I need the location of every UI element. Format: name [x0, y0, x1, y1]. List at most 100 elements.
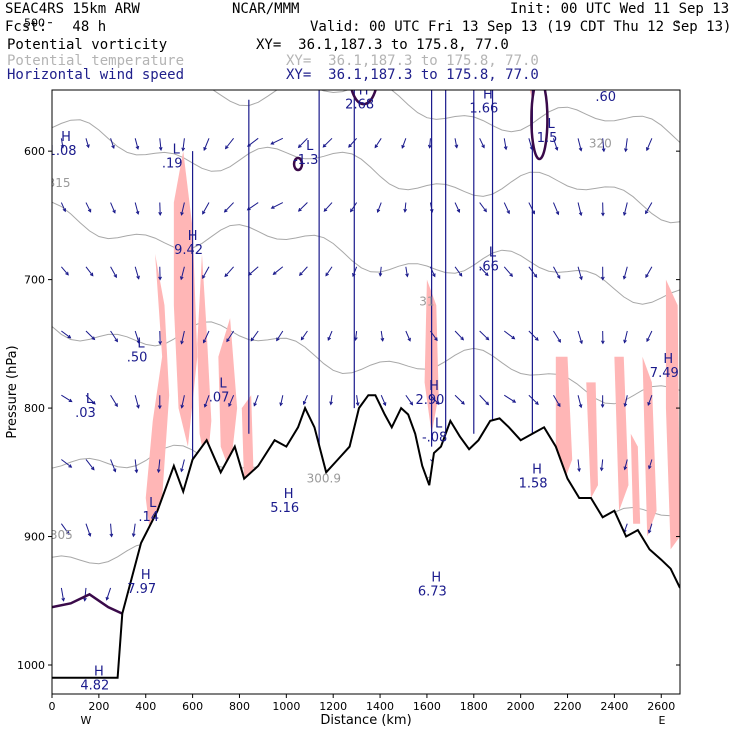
wind-vector [350, 202, 358, 212]
wind-vector-head [90, 466, 95, 471]
wind-vector [322, 137, 333, 148]
wind-vector [380, 330, 384, 341]
wind-vector-head [300, 336, 305, 341]
wind-vector-head [136, 81, 139, 84]
extremum-marker: H [188, 229, 198, 244]
wind-vector-head [109, 533, 114, 538]
positive-pv-shading [197, 253, 212, 473]
extremum-value: 2.30 [244, 10, 273, 25]
wind-vector [373, 74, 381, 83]
extremum-value: -1.3 [293, 153, 318, 168]
extremum-marker: L [646, 0, 654, 9]
wind-vector [250, 74, 258, 84]
field-name-theta: Potential temperature [7, 53, 185, 69]
wind-vector [299, 266, 308, 276]
wind-vector [134, 330, 140, 344]
y-tick-label: 800 [24, 402, 45, 415]
wind-vector [578, 10, 583, 20]
wind-vector-head [297, 144, 302, 149]
extremum-marker: H [359, 84, 369, 99]
wind-vector [503, 266, 513, 277]
wind-vector-head [202, 210, 206, 215]
wind-vector-head [180, 404, 185, 409]
wind-vector [85, 523, 91, 537]
wind-vector-head [91, 400, 96, 405]
isentrope-line [212, 90, 680, 143]
wind-vector [85, 138, 90, 148]
wind-vector-head [581, 17, 584, 20]
extremum-value: 1.07 [631, 8, 660, 23]
wind-vector [134, 266, 140, 279]
wind-vector-head [623, 339, 627, 344]
wind-vector-head [653, 20, 656, 23]
x-tick-label: 2000 [507, 700, 535, 713]
wind-vector-head [254, 19, 257, 22]
wind-vector [323, 202, 333, 212]
wind-vector [160, 10, 164, 19]
wind-vector [577, 395, 582, 408]
pv-contour-closed [350, 90, 377, 106]
wind-vector-head [401, 144, 405, 149]
wind-vector-head [533, 273, 538, 278]
wind-vector-head [250, 81, 253, 84]
wind-vector-head [162, 16, 165, 19]
wind-vector-head [186, 17, 189, 20]
wind-vector [529, 74, 531, 85]
forecast-hour: Fcst: 48 h [5, 19, 107, 35]
wind-vector [160, 74, 163, 85]
x-tick-label: 2200 [554, 700, 582, 713]
wind-vector [225, 138, 234, 149]
wind-vector [479, 330, 489, 341]
wind-vector [429, 138, 431, 148]
extremum-marker: H [483, 87, 493, 102]
extremum-marker: H [663, 352, 673, 367]
wind-vector-head [250, 337, 255, 342]
wind-vector-head [276, 337, 280, 342]
wind-vector-head [378, 272, 383, 277]
wind-vector [356, 395, 359, 406]
extremum-value: 5.16 [270, 501, 299, 516]
wind-vector-head [224, 273, 229, 278]
wind-vector [348, 137, 357, 148]
extremum-marker: L [137, 337, 145, 352]
pv-contour-closed [530, 90, 549, 161]
wind-vector-head [228, 403, 232, 408]
extremum-marker: L [149, 496, 157, 511]
wind-vector [203, 330, 210, 343]
wind-vector [377, 202, 382, 213]
extremum-marker: L [306, 139, 314, 154]
wind-vector [181, 395, 185, 408]
field-xy-wind: XY= 36.1,187.3 to 175.8, 77.0 [286, 67, 539, 83]
positive-pv-shading [614, 356, 629, 511]
wind-vector [248, 266, 259, 276]
wind-vector [449, 10, 455, 18]
wind-vector-head [160, 82, 163, 85]
wind-vector [503, 138, 507, 150]
wind-vector-head [476, 16, 479, 19]
wind-vector-head [529, 82, 532, 85]
x-tick-label: 200 [88, 700, 109, 713]
wind-vector [647, 395, 653, 406]
wind-vector-head [253, 402, 257, 407]
wind-vector-head [67, 334, 72, 339]
wind-vector-head [135, 210, 140, 215]
wind-vector-head [427, 144, 432, 149]
wind-vector [110, 266, 117, 278]
wind-vector [60, 587, 65, 601]
wind-vector [503, 10, 504, 19]
wind-vector [86, 74, 88, 84]
wind-vector [503, 330, 515, 340]
positive-pv-shading [665, 279, 680, 550]
wind-vector-head [158, 211, 163, 216]
wind-vector [627, 10, 632, 22]
wind-vector-head [622, 211, 627, 217]
wind-vector-head [434, 337, 438, 342]
wind-vector-head [86, 18, 89, 21]
x-tick-label: 1200 [319, 700, 347, 713]
isentrope-line [52, 201, 680, 305]
wind-vector [110, 394, 118, 407]
extremum-value: 1.08 [48, 144, 77, 159]
wind-vector [528, 138, 533, 150]
wind-vector [159, 138, 162, 150]
wind-vector-head [432, 273, 436, 278]
